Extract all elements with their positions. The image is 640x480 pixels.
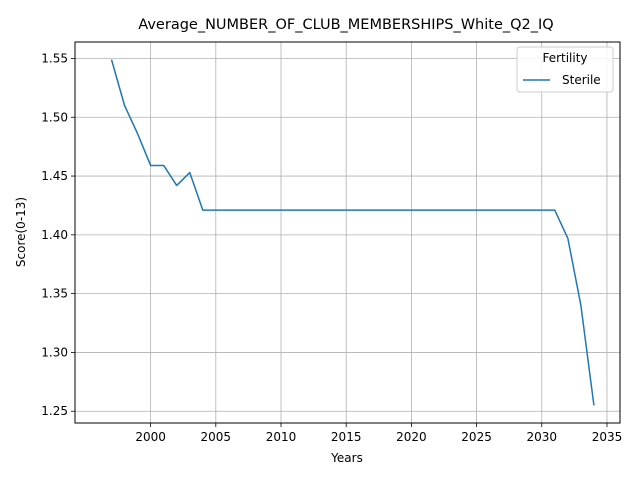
grid-lines [75, 42, 620, 423]
y-tick-label: 1.30 [41, 345, 68, 359]
chart-title: Average_NUMBER_OF_CLUB_MEMBERSHIPS_White… [138, 17, 553, 33]
x-axis-ticks: 2000 2005 2010 2015 2020 2025 2030 2035 [135, 423, 622, 444]
y-tick-label: 1.40 [41, 228, 68, 242]
y-axis-ticks: 1.25 1.30 1.35 1.40 1.45 1.50 1.55 [41, 51, 75, 418]
legend: Fertility Sterile [516, 46, 614, 93]
x-axis-label: Years [330, 451, 363, 465]
x-tick-label: 2000 [135, 430, 166, 444]
x-tick-label: 2010 [266, 430, 297, 444]
y-tick-label: 1.45 [41, 169, 68, 183]
series-layer [110, 59, 595, 406]
plot-frame [74, 41, 621, 424]
x-tick-label: 2015 [331, 430, 362, 444]
x-tick-label: 2005 [201, 430, 232, 444]
y-tick-label: 1.50 [41, 110, 68, 124]
y-axis-label: Score(0-13) [14, 197, 28, 267]
x-tick-label: 2020 [396, 430, 427, 444]
y-tick-label: 1.35 [41, 287, 68, 301]
series-line-sterile [110, 59, 595, 406]
legend-label-sterile: Sterile [562, 73, 601, 87]
legend-title: Fertility [542, 51, 587, 65]
x-tick-label: 2030 [526, 430, 557, 444]
y-tick-label: 1.55 [41, 51, 68, 65]
y-tick-label: 1.25 [41, 404, 68, 418]
x-tick-label: 2035 [592, 430, 623, 444]
x-tick-label: 2025 [461, 430, 492, 444]
